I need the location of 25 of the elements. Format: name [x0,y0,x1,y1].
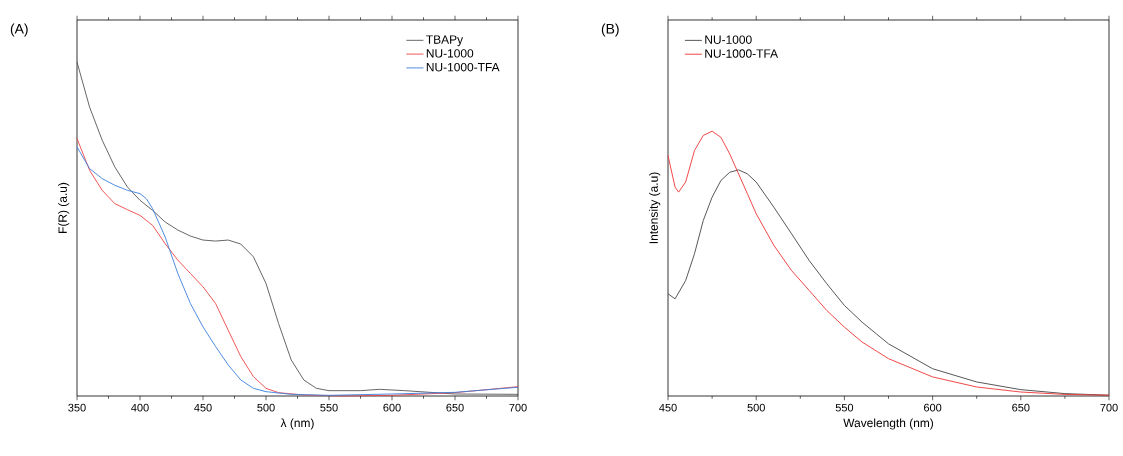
x-axis-title: λ (nm) [280,418,314,430]
x-tick-label: 500 [257,403,275,412]
x-tick-label: 600 [924,403,942,412]
x-tick-label: 450 [659,403,677,412]
x-tick-label: 450 [194,403,212,412]
x-tick-label: 700 [1100,403,1118,412]
x-tick-label: 700 [509,403,527,412]
x-tick-label: 350 [68,403,86,412]
legend-label: NU-1000-TFA [426,63,500,72]
legend-label: NU-1000 [426,49,474,58]
x-tick-label: 400 [131,403,149,412]
x-tick-label: 550 [320,403,338,412]
x-tick-label: 650 [446,403,464,412]
legend-label: NU-1000 [705,35,752,44]
legend-label: NU-1000-TFA [705,49,779,58]
x-tick-label: 650 [1012,403,1030,412]
chart-title: (B) [601,23,619,37]
chart-title: (A) [10,23,28,37]
x-axis-title: Wavelength (nm) [843,418,934,430]
y-axis-title: F(R) (a.u) [58,182,70,233]
x-tick-label: 600 [383,403,401,412]
legend-label: TBAPy [426,35,464,47]
x-tick-label: 550 [835,403,854,412]
x-tick-label: 500 [747,403,765,412]
y-axis-title: Intensity (a.u) [649,172,661,244]
